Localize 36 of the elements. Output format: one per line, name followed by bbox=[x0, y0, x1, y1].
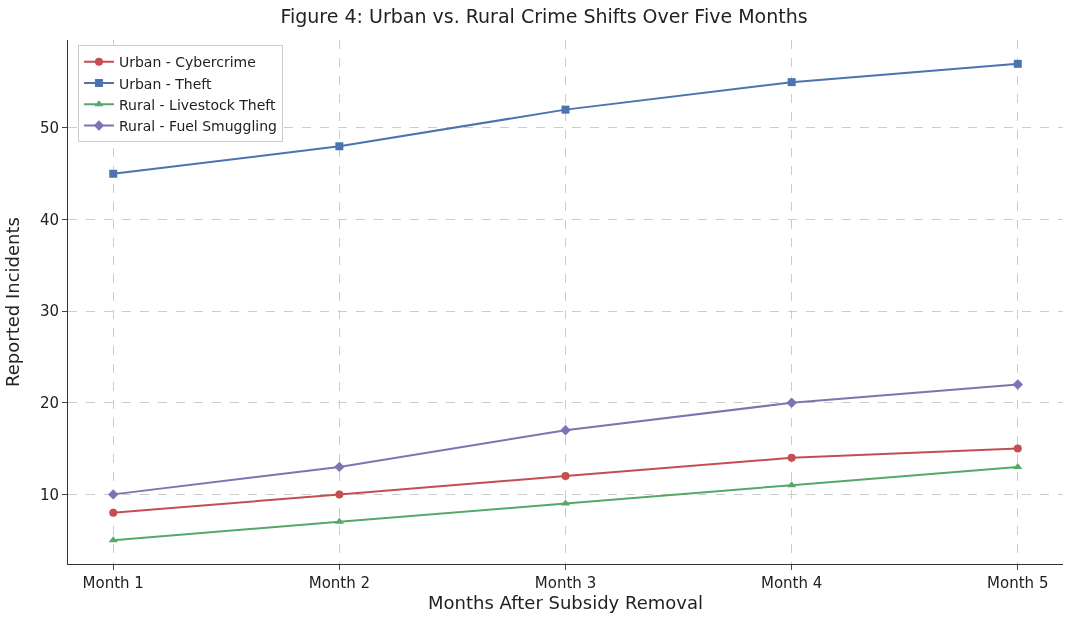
x-axis-title: Months After Subsidy Removal bbox=[428, 592, 703, 613]
x-tick-label: Month 1 bbox=[82, 574, 144, 592]
y-axis-title: Reported Incidents bbox=[2, 217, 24, 387]
point bbox=[787, 453, 796, 462]
point bbox=[1013, 59, 1022, 68]
point bbox=[1013, 444, 1022, 453]
point bbox=[108, 536, 118, 543]
y-tick-label: 40 bbox=[39, 210, 59, 229]
point bbox=[108, 489, 119, 500]
point bbox=[561, 105, 570, 114]
legend-label: Urban - Theft bbox=[118, 75, 212, 92]
y-tick-label: 50 bbox=[39, 119, 59, 138]
y-tick-label: 10 bbox=[39, 485, 59, 504]
point bbox=[109, 169, 118, 178]
point bbox=[334, 517, 344, 524]
legend-label: Rural - Fuel Smuggling bbox=[118, 117, 277, 134]
point bbox=[561, 472, 570, 481]
x-tick-label: Month 3 bbox=[534, 574, 597, 592]
x-tick-label: Month 2 bbox=[308, 574, 371, 592]
x-tick-label: Month 5 bbox=[987, 574, 1049, 592]
point bbox=[787, 78, 796, 87]
point bbox=[334, 461, 345, 473]
point bbox=[1012, 379, 1023, 390]
y-tick-label: 30 bbox=[39, 302, 59, 321]
legend-label: Rural - Livestock Theft bbox=[118, 96, 277, 113]
point bbox=[560, 425, 571, 436]
x-tick-label: Month 4 bbox=[760, 574, 823, 592]
y-tick-label: 20 bbox=[39, 394, 59, 413]
legend-label: Urban - Cybercrime bbox=[118, 54, 256, 71]
point bbox=[787, 481, 797, 488]
chart-title: Figure 4: Urban vs. Rural Crime Shifts Over Five Months bbox=[280, 4, 808, 27]
point bbox=[1013, 462, 1023, 469]
point bbox=[335, 142, 344, 151]
point bbox=[109, 508, 118, 517]
point bbox=[335, 490, 344, 499]
point bbox=[786, 397, 797, 408]
